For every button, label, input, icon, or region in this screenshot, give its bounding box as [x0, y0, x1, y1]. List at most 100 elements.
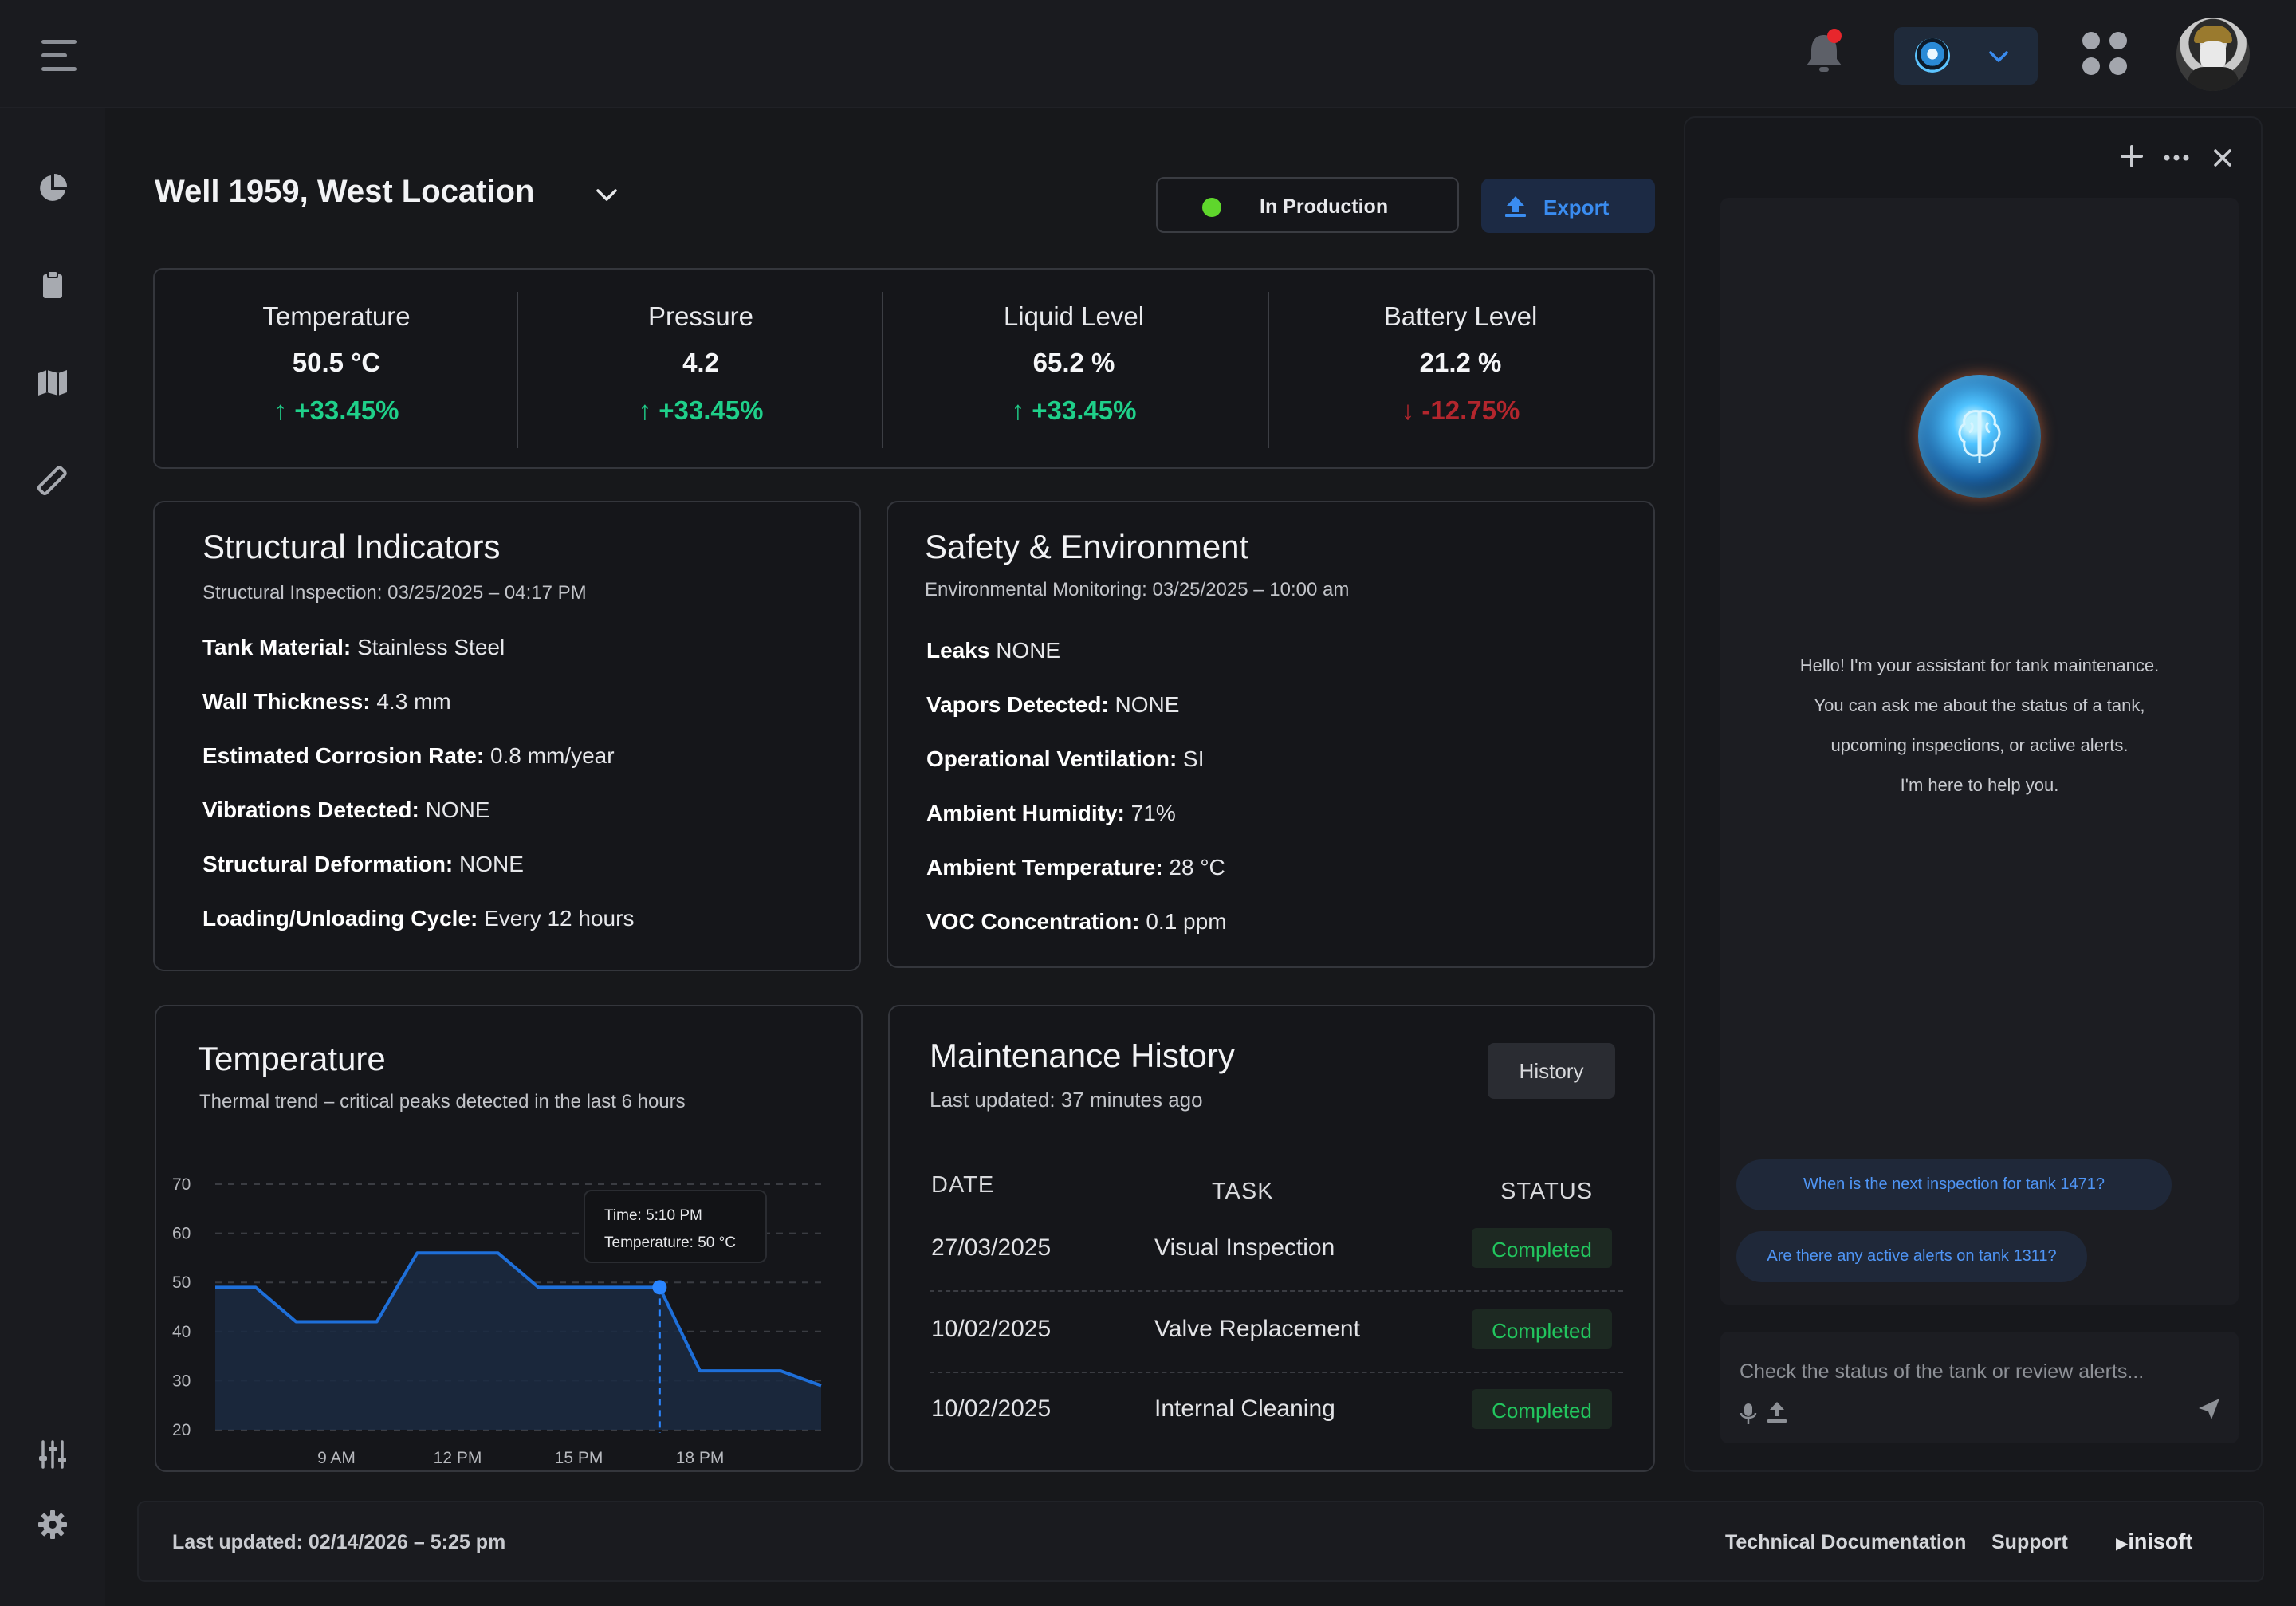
divider [1268, 292, 1269, 448]
kpi-change: ↑ +33.45% [638, 396, 764, 425]
chart-tooltip: Time: 5:10 PM Temperature: 50 °C [584, 1190, 767, 1263]
card-subtitle: Structural Inspection: 03/25/2025 – 04:1… [202, 582, 587, 604]
arrow-up-icon: ↑ [638, 396, 659, 425]
column-header-task: TASK [1212, 1179, 1274, 1204]
divider [517, 292, 518, 448]
series-line [215, 1251, 822, 1388]
export-label: Export [1543, 195, 1610, 219]
kpi-change: ↓ -12.75% [1401, 396, 1520, 425]
card-subtitle: Thermal trend – critical peaks detected … [199, 1091, 686, 1112]
more-options-icon[interactable] [2162, 144, 2191, 172]
status-badge: Completed [1472, 1389, 1612, 1429]
tooltip-temperature: Temperature: 50 °C [604, 1234, 736, 1251]
row-separator [930, 1372, 1623, 1373]
technical-documentation-link[interactable]: Technical Documentation [1725, 1531, 1967, 1553]
avatar[interactable] [2176, 18, 2250, 91]
arrow-down-icon: ↓ [1401, 396, 1422, 425]
card-subtitle: Last updated: 37 minutes ago [930, 1088, 1203, 1112]
tooltip-time: Time: 5:10 PM [604, 1207, 702, 1224]
arrow-up-icon: ↑ [1011, 396, 1032, 425]
kpi-name: Temperature [262, 301, 411, 331]
greeting-line: Hello! I'm your assistant for tank maint… [1799, 655, 2160, 675]
greeting-line: upcoming inspections, or active alerts. [1830, 735, 2129, 755]
y-tick-label: 40 [172, 1323, 191, 1341]
suggestion-chip[interactable]: Are there any active alerts on tank 1311… [1736, 1231, 2087, 1282]
y-tick-label: 70 [172, 1175, 191, 1194]
kpi-change: ↑ +33.45% [1011, 396, 1137, 425]
safety-card [887, 501, 1655, 968]
suggestion-chip[interactable]: When is the next inspection for tank 147… [1736, 1159, 2172, 1210]
status-badge: Completed [1472, 1228, 1612, 1268]
ruler-icon[interactable] [37, 464, 69, 496]
info-row: Vapors Detected: NONE [926, 692, 1180, 717]
arrow-up-icon: ↑ [273, 396, 295, 425]
card-title: Safety & Environment [925, 528, 1249, 565]
footer-last-updated: Last updated: 02/14/2026 – 5:25 pm [172, 1531, 506, 1553]
kpi-change: ↑ +33.45% [273, 396, 399, 425]
clipboard-icon[interactable] [37, 270, 69, 301]
upload-icon[interactable] [1765, 1400, 1789, 1426]
column-header-date: DATE [931, 1172, 995, 1198]
x-tick-label: 12 PM [434, 1449, 482, 1467]
kpi-battery-level: Battery Level 21.2 % ↓ -12.75% [1268, 270, 1653, 467]
kpi-pressure: Pressure 4.2 ↑ +33.45% [518, 270, 883, 467]
chat-input[interactable]: Check the status of the tank or review a… [1720, 1332, 2239, 1443]
kpi-value: 65.2 % [1032, 348, 1115, 377]
x-tick-label: 15 PM [555, 1449, 603, 1467]
apps-grid-icon[interactable] [2082, 32, 2129, 77]
series-area [215, 1253, 821, 1430]
map-icon[interactable] [37, 367, 69, 399]
history-button[interactable]: History [1488, 1043, 1615, 1099]
y-tick-label: 30 [172, 1372, 191, 1390]
kpi-value: 50.5 °C [292, 348, 381, 377]
kpi-name: Liquid Level [1003, 301, 1145, 331]
table-cell-date: 10/02/2025 [931, 1395, 1052, 1422]
support-link[interactable]: Support [1991, 1531, 2068, 1553]
play-icon: ▶ [2116, 1535, 2129, 1553]
table-cell-date: 10/02/2025 [931, 1316, 1052, 1342]
chat-input-placeholder: Check the status of the tank or review a… [1740, 1360, 2145, 1383]
y-tick-label: 50 [172, 1273, 191, 1292]
kpi-name: Pressure [647, 301, 754, 331]
highlight-point [652, 1280, 667, 1295]
chevron-down-icon[interactable] [593, 182, 620, 209]
x-tick-label: 18 PM [676, 1449, 725, 1467]
sliders-icon[interactable] [37, 1439, 69, 1470]
y-tick-label: 20 [172, 1421, 191, 1439]
top-bar [0, 0, 2296, 108]
info-row: VOC Concentration: 0.1 ppm [926, 909, 1227, 934]
status-label: In Production [1260, 195, 1389, 218]
info-row: Ambient Humidity: 71% [926, 801, 1176, 825]
x-tick-label: 9 AM [317, 1449, 356, 1467]
microphone-icon[interactable] [1738, 1402, 1759, 1426]
greeting-line: You can ask me about the status of a tan… [1814, 695, 2145, 715]
kpi-panel: Temperature 50.5 °C ↑ +33.45% Pressure 4… [153, 268, 1655, 469]
export-button[interactable]: Export [1481, 179, 1655, 233]
info-row: Ambient Temperature: 28 °C [926, 855, 1225, 880]
page-title: Well 1959, West Location [155, 174, 535, 209]
status-selector[interactable]: In Production [1156, 177, 1459, 233]
info-row: Estimated Corrosion Rate: 0.8 mm/year [202, 743, 615, 768]
close-icon[interactable] [2208, 144, 2237, 172]
language-selector[interactable] [1894, 27, 2038, 85]
menu-icon[interactable] [41, 40, 77, 72]
send-icon[interactable] [2197, 1397, 2221, 1421]
table-cell-task: Valve Replacement [1154, 1316, 1360, 1342]
card-title: Maintenance History [930, 1037, 1235, 1074]
table-cell-date: 27/03/2025 [931, 1234, 1052, 1261]
info-row: Operational Ventilation: SI [926, 746, 1205, 771]
pie-chart-icon[interactable] [37, 172, 69, 204]
y-tick-label: 60 [172, 1225, 191, 1243]
info-row: Leaks NONE [926, 638, 1061, 663]
notification-dot [1827, 29, 1842, 43]
plus-icon[interactable] [2117, 142, 2146, 171]
kpi-temperature: Temperature 50.5 °C ↑ +33.45% [155, 270, 518, 467]
kpi-liquid-level: Liquid Level 65.2 % ↑ +33.45% [883, 270, 1264, 467]
info-row: Wall Thickness: 4.3 mm [202, 689, 451, 714]
globe-icon [1915, 38, 1950, 73]
footer: Last updated: 02/14/2026 – 5:25 pm Techn… [137, 1501, 2264, 1582]
card-title: Structural Indicators [202, 528, 501, 565]
gear-icon[interactable] [37, 1509, 69, 1541]
sidebar [0, 108, 105, 1606]
row-separator [930, 1290, 1623, 1292]
